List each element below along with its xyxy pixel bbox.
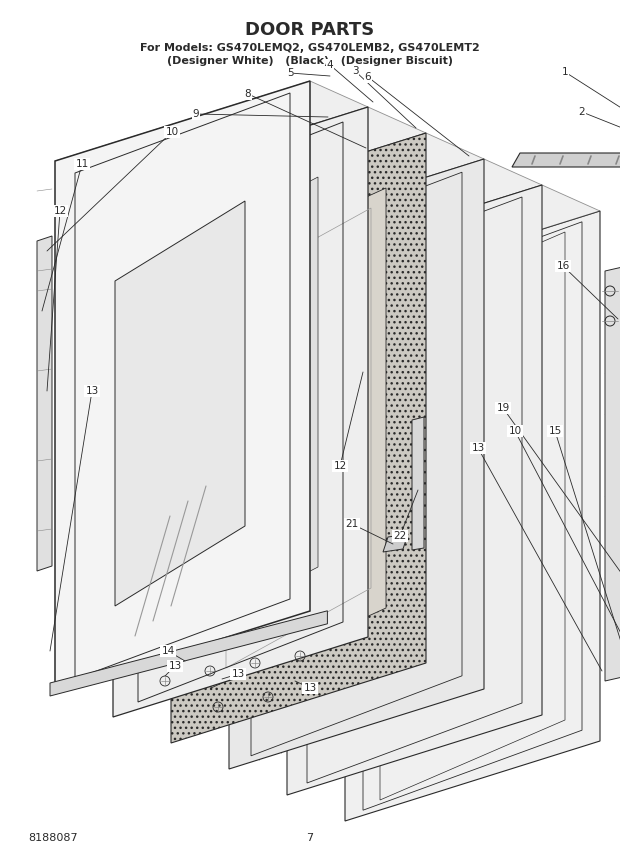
Text: 19: 19 <box>497 403 510 413</box>
Text: 8: 8 <box>245 89 251 99</box>
Text: 9: 9 <box>193 109 199 119</box>
Text: 15: 15 <box>548 426 562 436</box>
Text: 13: 13 <box>86 386 99 396</box>
Polygon shape <box>163 177 318 647</box>
Text: 3: 3 <box>352 66 358 76</box>
Polygon shape <box>412 417 424 550</box>
Polygon shape <box>113 107 426 213</box>
Polygon shape <box>512 153 620 167</box>
Polygon shape <box>287 185 600 291</box>
Text: (Designer White)   (Black)   (Designer Biscuit): (Designer White) (Black) (Designer Biscu… <box>167 56 453 66</box>
Polygon shape <box>383 534 408 552</box>
Text: For Models: GS470LEMQ2, GS470LEMB2, GS470LEMT2: For Models: GS470LEMQ2, GS470LEMB2, GS47… <box>140 43 480 53</box>
Text: 8188087: 8188087 <box>28 833 78 843</box>
Polygon shape <box>171 133 426 743</box>
Polygon shape <box>37 236 52 571</box>
Text: 11: 11 <box>76 159 89 169</box>
Text: 21: 21 <box>345 519 358 529</box>
Polygon shape <box>50 611 327 696</box>
Text: 12: 12 <box>53 206 66 216</box>
Text: 4: 4 <box>327 60 334 70</box>
Polygon shape <box>55 81 368 187</box>
Text: 7: 7 <box>306 833 314 843</box>
Polygon shape <box>287 185 542 795</box>
Polygon shape <box>605 266 620 681</box>
Text: 5: 5 <box>286 68 293 78</box>
Text: 22: 22 <box>393 531 407 541</box>
Text: 2: 2 <box>578 107 585 117</box>
Text: eReplacementParts.com: eReplacementParts.com <box>205 461 325 471</box>
Polygon shape <box>229 159 484 769</box>
Text: 1: 1 <box>562 67 569 77</box>
Text: 14: 14 <box>161 646 175 656</box>
Polygon shape <box>55 81 310 691</box>
Text: 12: 12 <box>334 461 347 471</box>
Text: 10: 10 <box>166 127 179 137</box>
Text: 13: 13 <box>303 683 317 693</box>
Text: 13: 13 <box>231 669 245 679</box>
Text: 16: 16 <box>556 261 570 271</box>
Polygon shape <box>229 159 542 265</box>
Polygon shape <box>345 211 600 821</box>
Text: DOOR PARTS: DOOR PARTS <box>246 21 374 39</box>
Polygon shape <box>113 107 368 717</box>
Polygon shape <box>171 133 484 239</box>
Text: 13: 13 <box>169 661 182 671</box>
Text: 13: 13 <box>471 443 485 453</box>
Polygon shape <box>211 188 386 688</box>
Text: 6: 6 <box>365 72 371 82</box>
Polygon shape <box>115 201 245 606</box>
Text: 10: 10 <box>508 426 521 436</box>
